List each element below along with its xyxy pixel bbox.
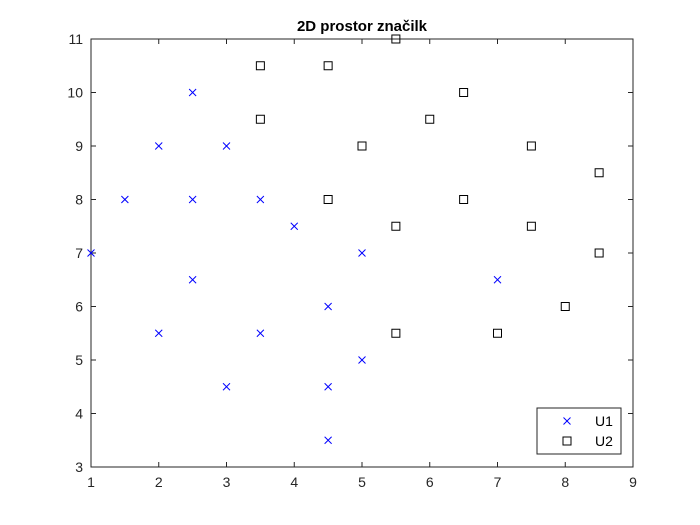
data-point-u2 (526, 221, 536, 231)
y-tick-label: 3 (75, 459, 83, 475)
data-point-u1 (324, 302, 332, 311)
legend-box (536, 407, 622, 455)
data-point-u2 (560, 302, 570, 311)
axis-ticks: 1 2 3 4 5 6 7 8 9 3 4 5 6 7 8 9 10 11 (67, 31, 637, 490)
data-point-u1 (222, 142, 231, 150)
x-tick-label: 6 (426, 474, 434, 490)
series-u1 (87, 88, 502, 445)
data-point-u1 (324, 382, 332, 391)
data-point-u2 (391, 221, 401, 231)
x-tick-label: 8 (561, 474, 569, 490)
data-point-u2 (391, 34, 401, 44)
legend-marker-u2 (562, 436, 572, 446)
data-point-u1 (188, 88, 197, 97)
data-point-u1 (324, 436, 332, 445)
data-point-u2 (255, 114, 265, 124)
data-point-u1 (493, 275, 502, 284)
data-point-u2 (357, 141, 367, 151)
x-tick-label: 1 (87, 474, 95, 490)
data-point-u1 (188, 275, 197, 284)
data-point-u2 (594, 248, 604, 258)
data-point-u1 (290, 222, 299, 231)
x-tick-label: 5 (358, 474, 366, 490)
data-point-u2 (255, 61, 265, 71)
data-point-u2 (459, 88, 469, 97)
data-point-u1 (222, 382, 231, 391)
x-tick-label: 9 (629, 474, 637, 490)
data-point-u2 (425, 114, 435, 124)
legend-entry-u1: U1 (563, 413, 613, 429)
x-tick-label: 2 (155, 474, 163, 490)
data-point-u1 (154, 142, 163, 150)
data-point-u1 (256, 195, 265, 204)
y-tick-label: 10 (67, 85, 83, 101)
data-point-u2 (459, 195, 469, 204)
y-tick-label: 7 (75, 245, 83, 261)
legend-label: U1 (595, 413, 613, 429)
data-points (87, 34, 604, 445)
legend-entry-u2: U2 (562, 433, 613, 449)
y-tick-label: 5 (75, 352, 83, 368)
data-point-u1 (358, 249, 366, 257)
y-tick-label: 8 (75, 192, 83, 208)
data-point-u1 (87, 249, 95, 257)
data-point-u1 (188, 195, 197, 204)
data-point-u1 (121, 195, 129, 204)
y-tick-label: 6 (75, 299, 83, 315)
data-point-u2 (594, 168, 604, 178)
chart-title: 2D prostor značilk (297, 18, 428, 35)
legend-label: U2 (595, 433, 613, 449)
data-point-u2 (526, 141, 536, 151)
data-point-u2 (391, 328, 401, 338)
data-point-u1 (256, 329, 265, 338)
x-tick-label: 3 (223, 474, 231, 490)
data-point-u1 (358, 356, 366, 364)
data-point-u2 (493, 328, 502, 338)
y-tick-label: 11 (68, 31, 83, 47)
x-tick-label: 7 (494, 474, 502, 490)
data-point-u2 (323, 195, 333, 204)
y-tick-label: 9 (75, 138, 83, 154)
x-tick-label: 4 (290, 474, 298, 490)
y-tick-label: 4 (75, 406, 83, 422)
legend-marker-u1 (563, 417, 571, 425)
data-point-u1 (154, 329, 163, 338)
series-u2 (255, 34, 604, 338)
data-point-u2 (323, 61, 333, 71)
